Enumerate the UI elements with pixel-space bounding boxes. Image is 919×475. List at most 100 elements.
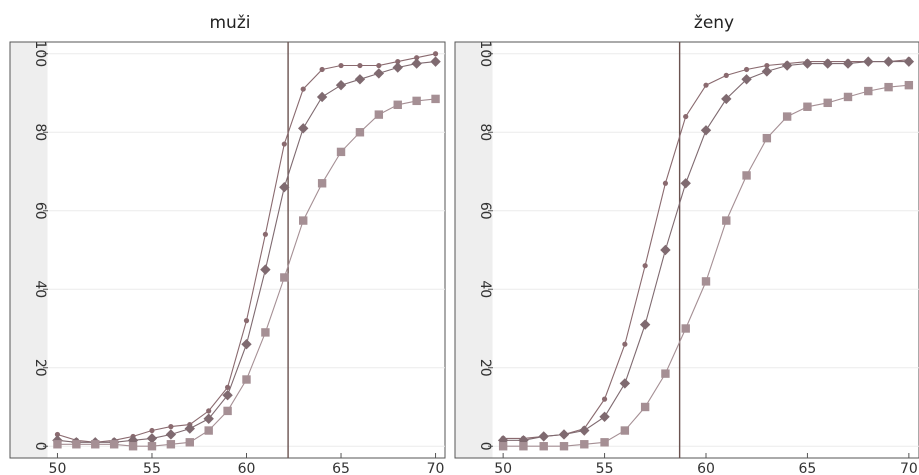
data-point-square (53, 440, 62, 449)
data-point-square (519, 442, 528, 451)
data-point-square (559, 442, 569, 451)
y-tick-label: 100 (32, 40, 48, 67)
data-point-diamond (680, 178, 691, 189)
data-point-square (299, 216, 308, 225)
data-point-diamond (298, 123, 309, 134)
data-point-circle (683, 113, 689, 120)
data-point-circle (224, 384, 231, 390)
data-point-square (620, 426, 630, 435)
data-point-square (823, 98, 832, 108)
panel-title: ženy (694, 13, 734, 33)
data-point-circle (243, 318, 250, 324)
panel-women: ženy 0 20 40 60 80 100 50 55 60 65 70 (454, 13, 919, 475)
x-tick-label: 70 (900, 461, 918, 475)
data-point-square (374, 110, 384, 119)
data-point-circle (414, 55, 420, 61)
data-point-square (128, 442, 138, 451)
data-point-square (431, 94, 440, 104)
data-point-diamond (579, 425, 590, 436)
data-point-diamond (392, 62, 403, 73)
panel-title: muži (210, 13, 251, 33)
data-point-diamond (822, 58, 833, 69)
data-point-square (681, 324, 690, 333)
data-point-circle (376, 62, 382, 69)
data-point-square (640, 402, 650, 412)
data-point-diamond (373, 68, 385, 79)
data-point-diamond (558, 429, 570, 440)
data-point-square (742, 171, 751, 180)
data-point-diamond (430, 56, 441, 67)
x-tick-label: 50 (494, 461, 512, 475)
data-point-diamond (802, 58, 813, 69)
data-point-diamond (883, 56, 894, 67)
plot-frame (454, 41, 919, 459)
data-point-square (884, 82, 893, 92)
data-point-diamond (241, 338, 252, 350)
data-point-diamond (222, 390, 233, 401)
data-point-circle (281, 141, 287, 147)
data-point-diamond (781, 60, 793, 71)
data-point-square (661, 369, 670, 378)
data-point-circle (338, 62, 344, 69)
data-point-square (242, 375, 251, 384)
y-tick-label: 40 (32, 280, 48, 298)
data-point-square (762, 133, 772, 143)
data-point-square (355, 128, 365, 137)
data-point-diamond (538, 431, 549, 442)
data-point-square (280, 273, 289, 282)
data-point-square (803, 102, 812, 111)
data-point-diamond (279, 182, 290, 193)
y-tick-label: 60 (477, 202, 493, 220)
data-point-circle (703, 82, 709, 88)
data-point-diamond (639, 319, 651, 330)
data-point-diamond (842, 58, 854, 69)
data-point-circle (432, 51, 439, 57)
x-tick-label: 60 (238, 461, 256, 475)
data-point-diamond (184, 423, 195, 434)
data-point-circle (262, 231, 269, 237)
y-tick-label: 100 (477, 40, 493, 67)
data-point-circle (300, 86, 306, 92)
data-point-square (864, 86, 873, 96)
data-point-circle (622, 341, 628, 347)
x-tick-label: 65 (332, 461, 350, 475)
data-point-diamond (660, 244, 671, 256)
x-tick-label: 50 (49, 461, 67, 475)
data-point-circle (319, 66, 325, 73)
data-point-circle (395, 59, 401, 65)
data-point-diamond (260, 264, 271, 275)
data-point-square (109, 440, 119, 449)
data-point-circle (168, 424, 174, 430)
data-point-square (701, 277, 711, 286)
data-point-square (600, 438, 609, 447)
data-point-square (722, 216, 731, 225)
data-point-circle (662, 180, 669, 186)
data-point-diamond (165, 429, 177, 440)
data-point-square (843, 92, 853, 102)
data-point-circle (357, 62, 363, 69)
data-point-diamond (903, 56, 915, 67)
data-point-square (904, 80, 914, 90)
x-tick-label: 60 (697, 461, 715, 475)
data-point-square (91, 440, 100, 449)
data-point-circle (149, 427, 155, 434)
data-point-square (261, 328, 270, 337)
y-tick-label: 60 (32, 202, 48, 220)
y-axis-strip (455, 42, 493, 458)
panel-men: muži 0 20 40 60 80 100 50 55 60 65 70 (9, 13, 446, 475)
y-tick-label: 40 (477, 280, 493, 298)
x-tick-label: 65 (799, 461, 817, 475)
data-point-circle (206, 408, 212, 414)
data-point-circle (642, 263, 648, 269)
y-tick-label: 20 (477, 359, 493, 377)
data-point-diamond (335, 79, 347, 91)
data-point-diamond (599, 411, 610, 422)
data-point-diamond (700, 125, 712, 136)
y-tick-label: 80 (32, 123, 48, 141)
data-point-square (72, 440, 81, 449)
data-point-square (498, 442, 508, 451)
data-point-diamond (354, 74, 366, 85)
data-point-diamond (741, 74, 752, 85)
data-point-diamond (863, 56, 874, 67)
